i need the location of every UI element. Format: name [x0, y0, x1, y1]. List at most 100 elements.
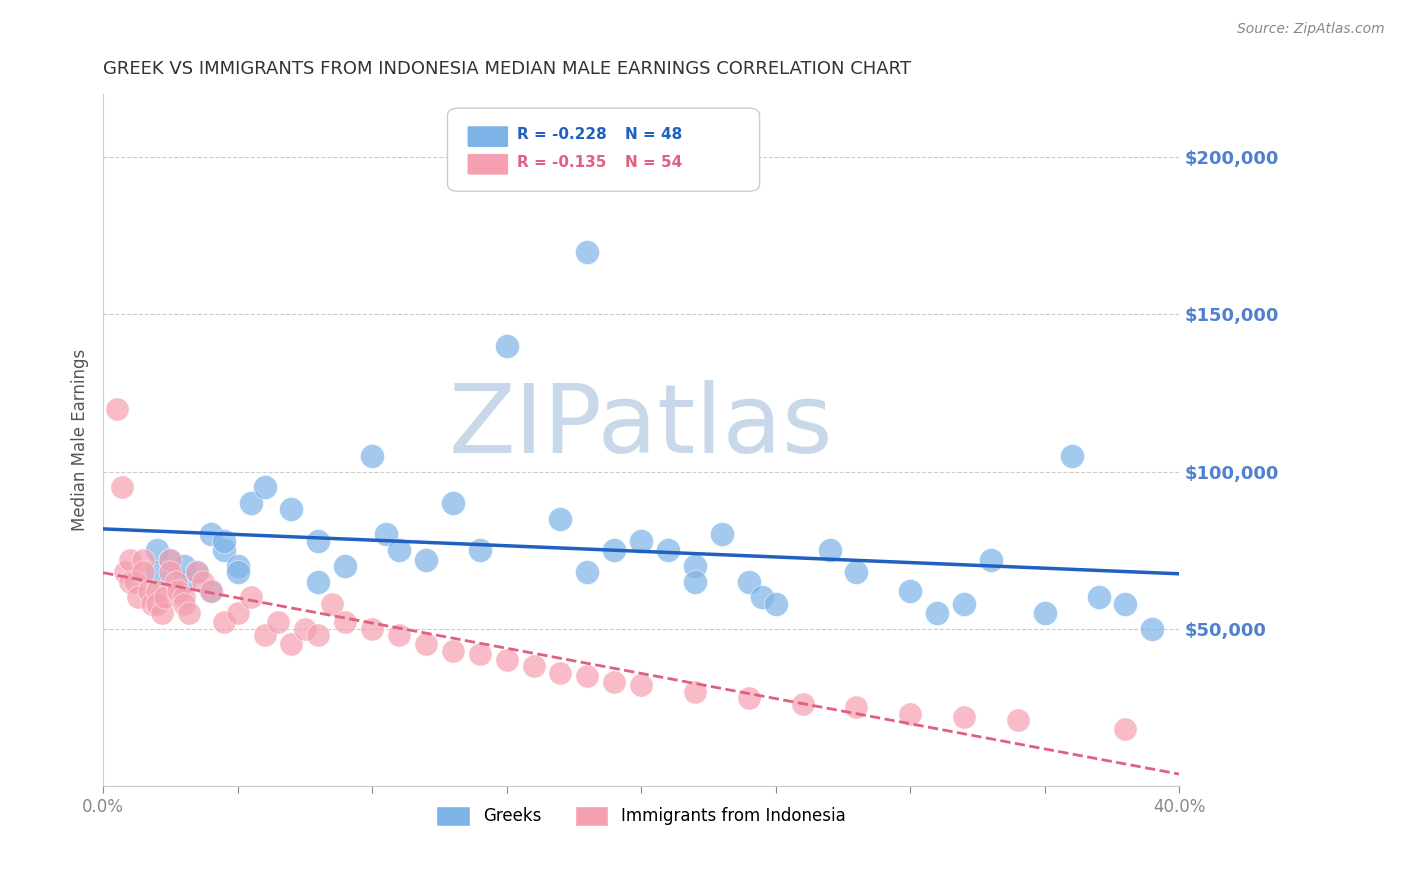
Point: [307, 574, 329, 589]
Point: [132, 552, 155, 566]
Point: [415, 637, 437, 651]
Point: [146, 565, 169, 579]
Text: Source: ZipAtlas.com: Source: ZipAtlas.com: [1237, 22, 1385, 37]
Point: [468, 647, 491, 661]
Point: [267, 615, 290, 630]
Point: [1114, 597, 1136, 611]
Point: [550, 665, 572, 680]
Point: [953, 597, 976, 611]
Point: [159, 552, 181, 566]
Text: R = -0.228: R = -0.228: [517, 127, 607, 142]
FancyBboxPatch shape: [467, 153, 509, 176]
Point: [388, 543, 411, 558]
Point: [186, 565, 208, 579]
Point: [280, 637, 302, 651]
Point: [226, 558, 249, 573]
Text: ZIPatlas: ZIPatlas: [449, 380, 834, 473]
Point: [127, 591, 149, 605]
Point: [173, 558, 195, 573]
Point: [710, 527, 733, 541]
Point: [898, 584, 921, 599]
Point: [845, 565, 868, 579]
Point: [253, 480, 276, 494]
Point: [361, 622, 384, 636]
Point: [191, 574, 214, 589]
Point: [153, 591, 176, 605]
Point: [603, 675, 626, 690]
Point: [953, 709, 976, 723]
Point: [468, 543, 491, 558]
Point: [751, 591, 773, 605]
Point: [441, 643, 464, 657]
Point: [253, 628, 276, 642]
Point: [1007, 713, 1029, 727]
Point: [388, 628, 411, 642]
Point: [550, 511, 572, 525]
Point: [165, 574, 187, 589]
Point: [150, 606, 173, 620]
Point: [212, 543, 235, 558]
Point: [159, 565, 181, 579]
Point: [132, 565, 155, 579]
Point: [1142, 622, 1164, 636]
Point: [1033, 606, 1056, 620]
FancyBboxPatch shape: [467, 126, 509, 148]
Point: [173, 591, 195, 605]
Point: [335, 615, 357, 630]
Text: GREEK VS IMMIGRANTS FROM INDONESIA MEDIAN MALE EARNINGS CORRELATION CHART: GREEK VS IMMIGRANTS FROM INDONESIA MEDIA…: [103, 60, 911, 78]
Point: [738, 690, 761, 705]
Point: [630, 678, 652, 692]
Point: [307, 533, 329, 548]
Point: [146, 584, 169, 599]
Point: [294, 622, 316, 636]
Point: [141, 597, 163, 611]
Point: [927, 606, 949, 620]
Point: [321, 597, 343, 611]
Point: [1114, 723, 1136, 737]
Point: [124, 574, 146, 589]
Legend: Greeks, Immigrants from Indonesia: Greeks, Immigrants from Indonesia: [430, 799, 853, 833]
Point: [603, 543, 626, 558]
Point: [173, 574, 195, 589]
Point: [200, 584, 222, 599]
Point: [683, 684, 706, 698]
Point: [818, 543, 841, 558]
Point: [280, 502, 302, 516]
Point: [1087, 591, 1109, 605]
Point: [683, 558, 706, 573]
Point: [159, 552, 181, 566]
Point: [441, 496, 464, 510]
Point: [576, 565, 599, 579]
Point: [146, 543, 169, 558]
Point: [845, 700, 868, 714]
Text: R = -0.135: R = -0.135: [517, 154, 607, 169]
Point: [683, 574, 706, 589]
Text: N = 54: N = 54: [626, 154, 682, 169]
Point: [576, 244, 599, 259]
Point: [792, 697, 814, 711]
Point: [200, 527, 222, 541]
Point: [361, 449, 384, 463]
Point: [415, 552, 437, 566]
FancyBboxPatch shape: [447, 108, 759, 191]
Point: [523, 659, 546, 673]
Point: [335, 558, 357, 573]
Point: [118, 574, 141, 589]
Point: [980, 552, 1002, 566]
Point: [114, 565, 136, 579]
Point: [240, 496, 263, 510]
Point: [374, 527, 396, 541]
Point: [138, 584, 160, 599]
Point: [495, 653, 517, 667]
Point: [657, 543, 679, 558]
Point: [146, 597, 169, 611]
Point: [240, 591, 263, 605]
Point: [212, 533, 235, 548]
Point: [167, 584, 190, 599]
Point: [576, 669, 599, 683]
Point: [898, 706, 921, 721]
Point: [495, 339, 517, 353]
Point: [111, 480, 134, 494]
Point: [226, 565, 249, 579]
Point: [1060, 449, 1083, 463]
